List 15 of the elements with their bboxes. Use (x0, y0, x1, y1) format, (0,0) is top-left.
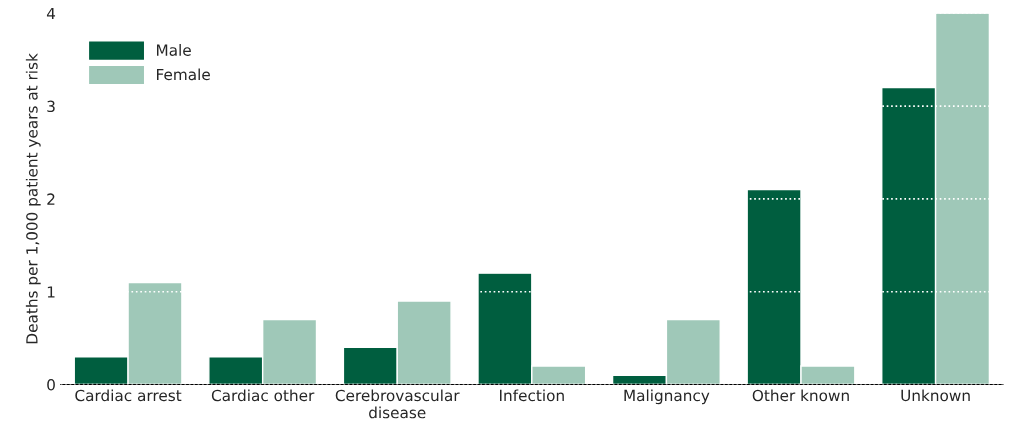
x-tick-label: Unknown (901, 389, 970, 402)
legend-label: Female (157, 68, 210, 81)
x-tick-label: Cardiac arrest (75, 389, 182, 402)
y-axis-title: Deaths per 1,000 patient years at risk (25, 53, 41, 344)
y-tick-label: 1 (47, 286, 55, 298)
y-tick-label: 3 (47, 100, 55, 113)
legend-label: Male (157, 44, 191, 56)
y-tick-label: 2 (47, 193, 55, 205)
x-tick-label: Malignancy (624, 389, 710, 405)
y-tick-label: 4 (46, 7, 56, 20)
x-tick-label: Infection (500, 389, 564, 402)
x-tick-label: Other known (752, 389, 849, 402)
y-tick-label: 0 (47, 379, 55, 391)
x-tick-label: Cerebrovascular disease (335, 389, 460, 419)
x-tick-label: Cardiac other (211, 389, 315, 402)
